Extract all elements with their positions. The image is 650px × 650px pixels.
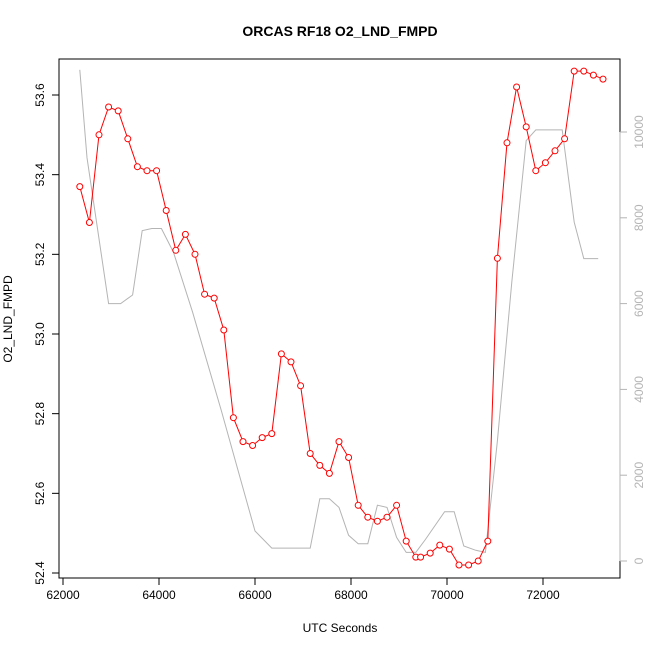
x-tick-label: 62000 (46, 588, 80, 602)
series-primary-point (114, 107, 122, 115)
series-primary-line (79, 70, 604, 566)
y2-tick-label: 4000 (632, 376, 646, 403)
series-primary-point (95, 131, 103, 139)
series-primary-point (335, 438, 343, 446)
series-primary-point (85, 219, 93, 226)
series-primary-point (364, 513, 372, 521)
series-primary-point (249, 442, 257, 449)
y-tick-label: 53.2 (33, 242, 47, 266)
series-primary-point (493, 254, 501, 262)
y-tick-label: 52.4 (33, 561, 47, 585)
series-primary-point (172, 246, 180, 254)
series-primary-point (316, 461, 324, 469)
series-primary-point (297, 382, 305, 390)
series-primary-point (474, 557, 482, 565)
series-primary-point (268, 430, 276, 438)
series-primary-point (325, 469, 333, 477)
series-primary-point (522, 123, 530, 131)
series-primary-point (345, 454, 353, 461)
series-primary-point (201, 290, 209, 298)
y2-tick-label: 8000 (632, 204, 646, 231)
y2-tick-label: 2000 (632, 462, 646, 489)
series-primary-point (133, 163, 141, 171)
series-primary-point (383, 513, 391, 521)
series-primary-point (277, 350, 285, 358)
series-primary-point (541, 159, 549, 167)
series-primary-point (445, 545, 453, 553)
x-tick-label: 70000 (430, 588, 464, 602)
series-primary-point (210, 294, 218, 302)
x-axis-label: UTC Seconds (303, 621, 378, 635)
series-primary-point (105, 103, 113, 111)
series-primary-point (513, 83, 521, 91)
series-secondary-line (79, 69, 599, 554)
series-primary-point (143, 167, 151, 175)
series-primary-point (436, 541, 444, 549)
series-primary-point (354, 501, 362, 509)
series-primary-point (373, 517, 381, 525)
series-primary-point (393, 501, 401, 509)
series-primary-point (239, 438, 247, 446)
chart-title: ORCAS RF18 O2_LND_FMPD (242, 23, 437, 39)
series-primary-point (532, 167, 540, 175)
series-primary-point (561, 135, 569, 143)
y2-tick-label: 6000 (632, 290, 646, 317)
y-tick-label: 53.6 (33, 83, 47, 107)
y-tick-label: 53.0 (33, 322, 47, 346)
series-primary-point (402, 537, 410, 545)
y2-tick-label: 0 (632, 557, 646, 564)
series-primary-point (124, 135, 132, 143)
axes-group: 62000 64000 66000 68000 70000 72000 52.4 52.6 52… (33, 83, 646, 602)
series-primary-point (465, 561, 473, 569)
series-primary-point (599, 75, 607, 83)
y-tick-label: 52.6 (33, 481, 47, 505)
y2-tick-label: 10000 (632, 115, 646, 149)
series-primary-point (229, 414, 237, 422)
series-primary-point (426, 549, 434, 557)
series-primary-point (258, 434, 266, 442)
series-primary-point (76, 183, 84, 191)
series-primary-point (162, 207, 170, 214)
series-primary-point (455, 561, 463, 569)
series-primary-point (220, 326, 228, 334)
series-primary-point (570, 67, 578, 75)
y-tick-label: 52.8 (33, 402, 47, 426)
series-primary-point (503, 139, 511, 147)
y-axis-label: O2_LND_FMPD (1, 275, 15, 363)
series-primary-point (191, 250, 199, 258)
y-tick-label: 53.4 (33, 163, 47, 187)
series-primary-point (484, 537, 492, 545)
x-tick-label: 68000 (334, 588, 368, 602)
x-tick-label: 66000 (238, 588, 272, 602)
series-primary-point (181, 230, 189, 238)
primary-series-group (76, 67, 607, 569)
series-primary-point (589, 71, 597, 79)
series-primary-point (417, 553, 425, 561)
series-primary-point (551, 147, 559, 155)
series-primary-point (287, 358, 295, 366)
series-primary-point (306, 450, 314, 457)
secondary-series-group (79, 69, 599, 554)
x-tick-label: 64000 (142, 588, 176, 602)
series-primary-point (153, 167, 161, 175)
x-tick-label: 72000 (526, 588, 560, 602)
series-primary-point (580, 67, 588, 75)
